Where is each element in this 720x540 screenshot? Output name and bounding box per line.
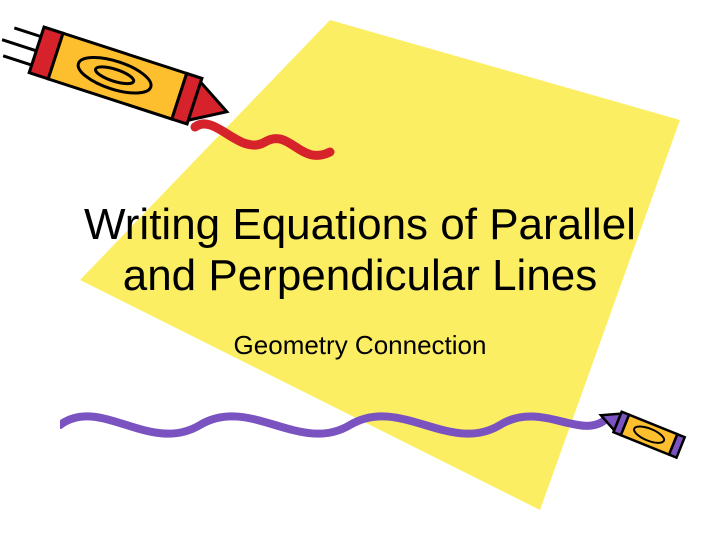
slide-subtitle: Geometry Connection [50,330,670,361]
crayon-top-icon [0,0,360,182]
slide-title: Writing Equations of Parallel and Perpen… [50,200,670,301]
slide: Writing Equations of Parallel and Perpen… [0,0,720,540]
crayon-bottom-icon [60,370,720,490]
